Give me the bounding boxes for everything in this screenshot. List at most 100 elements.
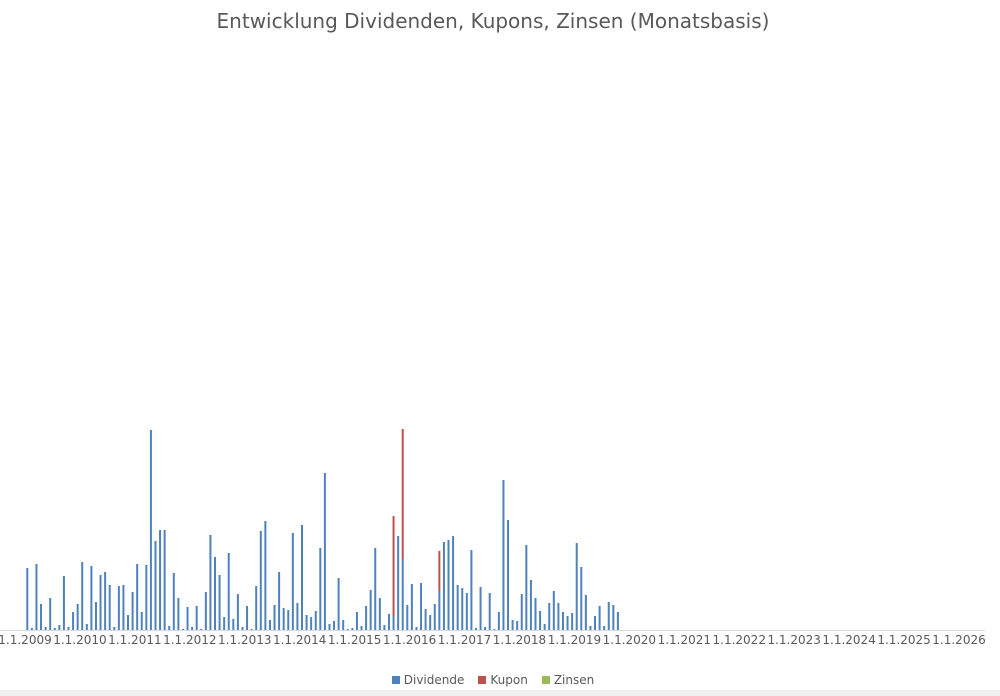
bar-dividende-39	[204, 592, 207, 630]
bar-dividende-110	[529, 580, 532, 630]
bar-dividende-19	[113, 627, 116, 630]
bar-dividende-15	[94, 602, 97, 630]
legend-item-zinsen: Zinsen	[541, 673, 595, 687]
bar-dividende-59	[296, 603, 299, 630]
bar-dividende-18	[108, 585, 111, 630]
bar-dividende-105	[507, 520, 510, 630]
bar-dividende-58	[291, 533, 294, 630]
x-tick-label: 1.1.2018	[493, 633, 546, 647]
chart-title: Entwicklung Dividenden, Kupons, Zinsen (…	[216, 9, 770, 33]
bar-dividende-88	[429, 615, 432, 630]
bar-dividende-69	[342, 620, 345, 630]
legend-item-kupon: Kupon	[478, 673, 528, 687]
bar-dividende-7	[58, 625, 61, 630]
bar-dividende-118	[566, 616, 569, 630]
bar-dividende-2	[35, 564, 38, 630]
bar-dividende-128	[612, 605, 615, 630]
bar-dividende-116	[557, 603, 560, 630]
bar-dividende-26	[145, 565, 148, 630]
bar-dividende-78	[383, 625, 386, 630]
bar-dividende-63	[314, 611, 317, 630]
bar-dividende-42	[218, 575, 221, 630]
bar-dividende-12	[81, 562, 84, 630]
legend-swatch	[541, 676, 550, 684]
bar-dividende-91	[442, 542, 445, 630]
bar-dividende-76	[374, 548, 377, 630]
bar-dividende-9	[67, 627, 70, 630]
bar-dividende-34	[181, 629, 184, 630]
bar-dividende-67	[333, 621, 336, 630]
bar-dividende-54	[273, 605, 276, 630]
x-tick-label: 1.1.2024	[822, 633, 875, 647]
bar-dividende-94	[456, 585, 459, 630]
bar-dividende-77	[378, 598, 381, 630]
bar-dividende-16	[99, 575, 102, 630]
x-tick-label: 1.1.2023	[767, 633, 820, 647]
bar-dividende-112	[539, 611, 542, 630]
bar-dividende-31	[168, 626, 171, 630]
bar-dividende-93	[452, 536, 455, 630]
bar-dividende-51	[259, 531, 262, 630]
bar-dividende-108	[520, 594, 523, 630]
bar-dividende-119	[571, 613, 574, 630]
bar-dividende-111	[534, 598, 537, 630]
bar-dividende-24	[136, 564, 139, 630]
x-tick-label: 1.1.2026	[932, 633, 985, 647]
bar-dividende-52	[264, 521, 267, 630]
bar-dividende-46	[236, 594, 239, 630]
bar-dividende-81	[397, 536, 400, 630]
bar-dividende-100	[484, 627, 487, 630]
bar-dividende-101	[488, 593, 491, 630]
bar-dividende-109	[525, 545, 528, 630]
bottom-strip	[0, 690, 1000, 696]
bar-dividende-84	[410, 584, 413, 630]
bar-dividende-20	[117, 586, 120, 630]
bar-kupon-80	[392, 516, 395, 616]
bar-dividende-73	[360, 626, 363, 630]
x-tick-label: 1.1.2009	[0, 633, 52, 647]
bar-dividende-127	[607, 602, 610, 630]
bar-dividende-10	[72, 612, 75, 630]
bar-dividende-115	[552, 591, 555, 630]
bar-dividende-49	[250, 629, 253, 630]
bar-dividende-50	[255, 586, 258, 630]
x-tick-label: 1.1.2011	[108, 633, 161, 647]
bar-dividende-38	[200, 629, 203, 630]
bar-dividende-121	[580, 567, 583, 630]
legend: Dividende Kupon Zinsen	[0, 673, 986, 687]
x-tick-label: 1.1.2010	[53, 633, 106, 647]
bar-dividende-79	[387, 614, 390, 630]
bar-kupon-82	[401, 429, 404, 559]
bar-dividende-113	[543, 624, 546, 630]
bar-dividende-123	[589, 626, 592, 630]
bar-dividende-28	[154, 541, 157, 630]
bar-dividende-103	[497, 612, 500, 630]
bar-dividende-37	[195, 606, 198, 630]
bar-dividende-5	[49, 598, 52, 630]
bar-dividende-89	[433, 604, 436, 630]
bar-dividende-65	[323, 473, 326, 630]
bar-dividende-17	[104, 572, 107, 630]
x-tick-label: 1.1.2015	[328, 633, 381, 647]
bar-dividende-64	[319, 548, 322, 630]
bar-dividende-56	[282, 608, 285, 630]
bar-dividende-57	[287, 610, 290, 630]
legend-label: Zinsen	[553, 673, 595, 687]
bar-dividende-30	[163, 530, 166, 630]
bar-dividende-80	[392, 616, 395, 630]
bar-dividende-87	[424, 609, 427, 630]
x-tick-label: 1.1.2013	[218, 633, 271, 647]
bar-dividende-120	[575, 543, 578, 630]
bar-dividende-62	[310, 617, 313, 630]
bar-dividende-95	[461, 588, 464, 630]
bar-dividende-107	[516, 621, 519, 630]
bar-dividende-90	[438, 591, 441, 630]
x-tick-label: 1.1.2019	[548, 633, 601, 647]
x-tick-label: 1.1.2016	[383, 633, 436, 647]
x-tick-label: 1.1.2020	[603, 633, 656, 647]
bar-dividende-126	[603, 626, 606, 630]
bar-dividende-40	[209, 535, 212, 630]
bar-dividende-72	[355, 612, 358, 630]
bar-dividende-0	[26, 568, 29, 630]
bar-dividende-21	[122, 585, 125, 630]
